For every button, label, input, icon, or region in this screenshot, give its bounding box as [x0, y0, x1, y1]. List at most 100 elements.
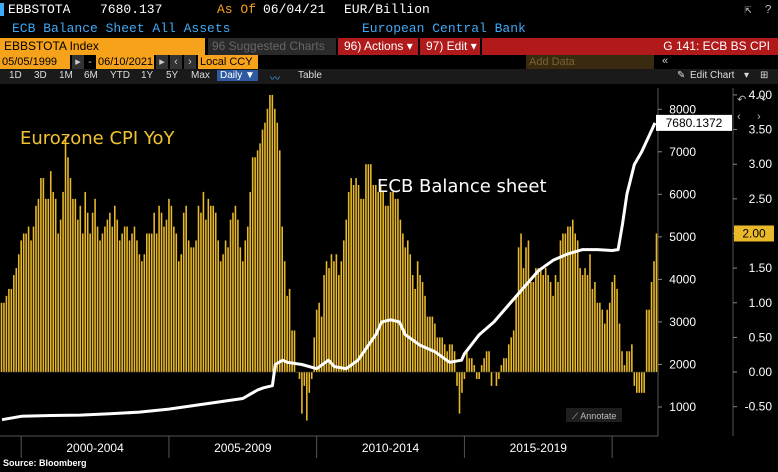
zoom-in-icon[interactable]: ⊞ — [760, 70, 769, 81]
period-max[interactable]: Max — [191, 70, 210, 81]
collapse-icon[interactable]: « — [662, 55, 669, 67]
actions-button[interactable]: 96) Actions ▾ — [338, 38, 418, 55]
pan-right-icon[interactable]: › — [757, 111, 761, 123]
cpi-bar — [128, 240, 131, 373]
cpi-bar — [377, 191, 380, 373]
cpi-bar — [126, 226, 128, 373]
cpi-bar — [118, 240, 121, 373]
x-tick-label: 2010-2014 — [362, 441, 420, 455]
left-axis: 1000 2000 3000 4000 5000 6000 7000 80007680.137… — [656, 88, 732, 436]
cpi-bar — [483, 358, 485, 373]
frequency-select[interactable]: Daily ▼ — [217, 70, 258, 81]
chart-options-icon[interactable]: ▾ — [744, 70, 750, 81]
cpi-bar — [163, 226, 165, 373]
cpi-bar — [448, 344, 451, 373]
help-icon[interactable]: ? — [764, 3, 772, 17]
cpi-bar — [237, 219, 239, 373]
cpi-bar — [271, 94, 274, 373]
cpi-bar — [155, 233, 158, 373]
cpi-bar — [59, 219, 62, 373]
edit-button[interactable]: 97) Edit ▾ — [420, 38, 480, 55]
period-5y[interactable]: 5Y — [166, 70, 179, 81]
toolbar: EBBSTOTA Index 96 Suggested Charts 96) A… — [0, 38, 778, 55]
redo-icon[interactable]: ↷ — [757, 94, 766, 106]
cpi-bar — [310, 372, 313, 379]
undo-icon[interactable]: ↶ — [737, 94, 746, 106]
cpi-bar — [15, 268, 18, 373]
cpi-bar — [581, 275, 584, 373]
window-controls[interactable]: ⇱ ? — [744, 2, 772, 17]
chart-settings-icon[interactable]: ✎ — [677, 70, 686, 81]
cpi-bar — [45, 198, 47, 373]
cpi-bar — [478, 372, 480, 379]
right-tick-label: 2.50 — [749, 192, 773, 206]
cpi-bar — [473, 365, 476, 373]
start-date-arrow[interactable]: ▸ — [72, 55, 84, 69]
cpi-bar — [613, 275, 616, 373]
cpi-bar — [426, 316, 429, 373]
cpi-bar — [374, 184, 377, 373]
cpi-bar — [589, 254, 591, 373]
cpi-bar — [84, 191, 87, 373]
cpi-bar — [525, 247, 527, 373]
line-chart-icon[interactable]: 〰 — [270, 74, 280, 85]
suggested-charts-button[interactable]: 96 Suggested Charts — [208, 38, 336, 55]
cpi-bar — [3, 302, 5, 373]
cpi-bar — [298, 372, 301, 379]
cpi-bar — [342, 240, 345, 373]
cpi-bar — [596, 302, 599, 373]
cpi-bar — [200, 212, 202, 373]
description-row: ECB Balance Sheet All Assets European Ce… — [0, 20, 778, 38]
cpi-bar — [104, 226, 106, 373]
cpi-bar — [219, 261, 222, 373]
edit-chart-button[interactable]: Edit Chart — [690, 70, 735, 81]
cpi-bar — [549, 281, 552, 373]
cpi-bar — [500, 365, 503, 373]
end-date-arrow[interactable]: ▸ — [156, 55, 168, 69]
scroll-right-button[interactable]: › — [184, 55, 196, 69]
cpi-bar — [274, 108, 276, 373]
right-tick-label: 0.00 — [749, 365, 773, 379]
balance-annotation: ECB Balance sheet — [377, 176, 547, 197]
security-field[interactable]: EBBSTOTA Index — [0, 38, 205, 55]
end-date-field[interactable]: 06/10/2021 — [96, 55, 154, 69]
annotate-button[interactable]: ⟋ Annotate — [572, 411, 616, 421]
left-tick-label: 1000 — [669, 400, 696, 414]
cpi-bar — [153, 212, 155, 373]
cpi-bar — [315, 309, 318, 373]
period-6m[interactable]: 6M — [84, 70, 98, 81]
table-button[interactable]: Table — [298, 70, 322, 81]
cpi-bar — [86, 212, 89, 373]
scroll-left-button[interactable]: ‹ — [170, 55, 182, 69]
popout-icon[interactable]: ⇱ — [744, 3, 752, 17]
period-1d[interactable]: 1D — [9, 70, 22, 81]
cpi-bar — [357, 184, 360, 373]
cpi-bar — [25, 233, 27, 373]
period-ytd[interactable]: YTD — [110, 70, 130, 81]
cpi-bar — [431, 316, 434, 373]
cpi-bar — [628, 351, 631, 373]
annotate-button-bg[interactable] — [566, 408, 622, 422]
period-1m[interactable]: 1M — [59, 70, 73, 81]
cpi-bar — [242, 261, 244, 373]
cpi-bar — [451, 344, 453, 373]
period-3d[interactable]: 3D — [34, 70, 47, 81]
add-data-input[interactable]: Add Data — [526, 55, 654, 69]
date-range-row: 05/05/1999 ▸ - 06/10/2021 ▸ ‹ › Local CC… — [0, 55, 778, 69]
currency-field[interactable]: Local CCY — [198, 55, 258, 69]
right-tick-label: -0.50 — [745, 400, 773, 414]
cpi-bar — [17, 254, 20, 373]
pan-left-icon[interactable]: ‹ — [737, 111, 741, 123]
cpi-bar — [387, 205, 389, 373]
cpi-bar — [264, 122, 266, 373]
cpi-bar — [229, 219, 232, 373]
cpi-bar — [113, 205, 116, 373]
start-date-field[interactable]: 05/05/1999 — [0, 55, 70, 69]
cpi-bar — [584, 268, 586, 373]
cpi-bar — [22, 233, 25, 373]
chart-canvas[interactable]: 1000 2000 3000 4000 5000 6000 7000 80007680.137… — [0, 84, 778, 458]
period-1y[interactable]: 1Y — [141, 70, 154, 81]
left-tick-label: 5000 — [669, 230, 696, 244]
cpi-bar — [212, 205, 215, 373]
cpi-bar — [515, 295, 517, 373]
